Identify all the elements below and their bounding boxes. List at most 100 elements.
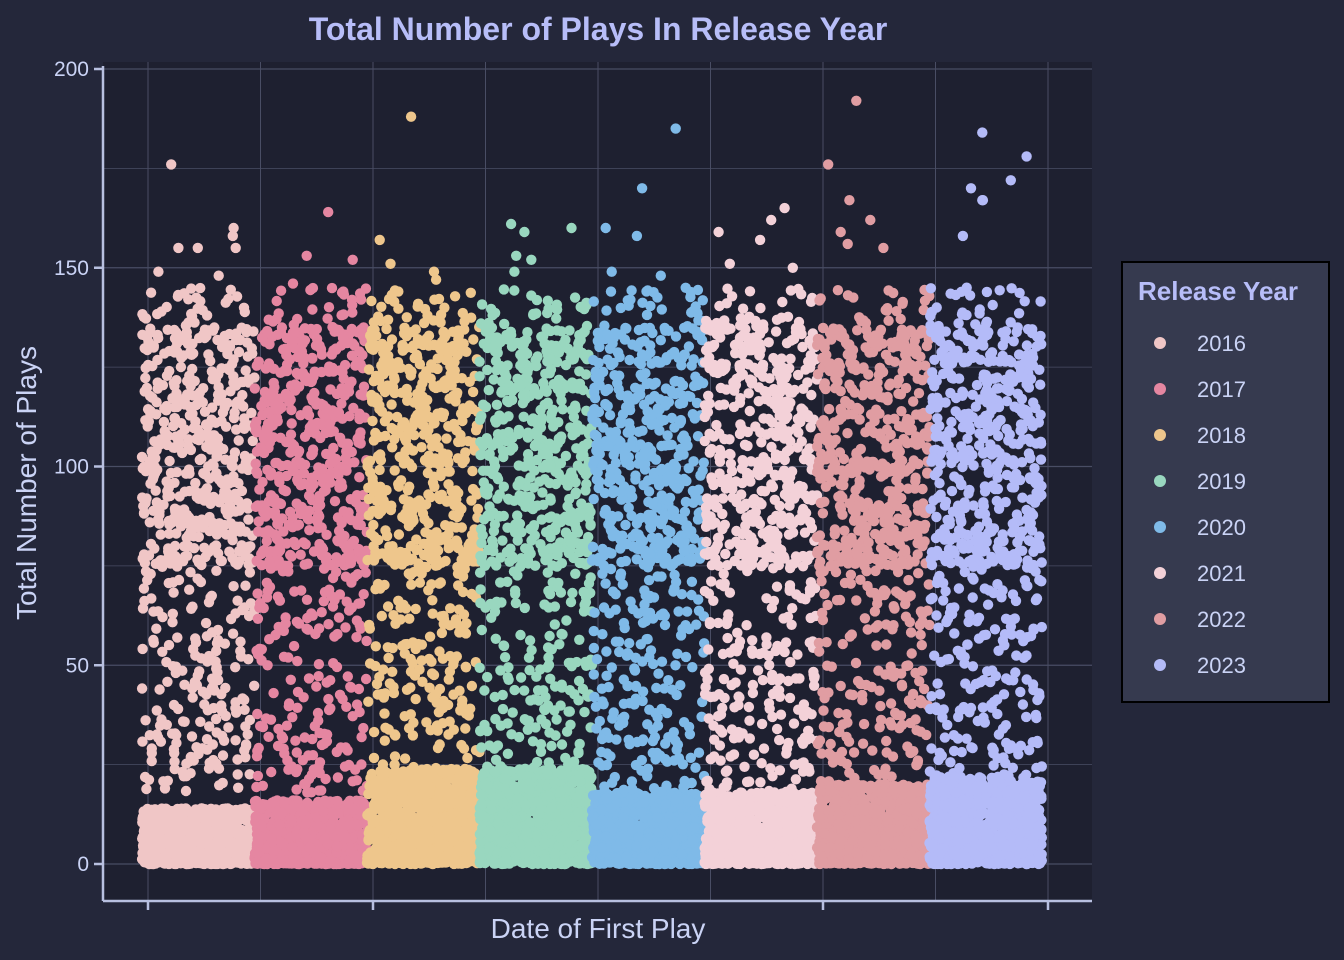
data-point — [210, 469, 221, 481]
data-point — [339, 359, 351, 371]
data-point — [218, 735, 230, 746]
data-point — [323, 693, 334, 705]
data-point — [301, 594, 313, 605]
data-point — [251, 466, 262, 477]
data-point — [363, 364, 375, 375]
data-point — [376, 360, 387, 371]
data-point — [188, 810, 199, 821]
data-point — [153, 606, 164, 617]
data-point — [347, 307, 358, 318]
data-point — [199, 468, 210, 480]
data-point — [354, 706, 365, 718]
data-point — [387, 442, 398, 453]
data-point — [148, 449, 159, 461]
data-point — [292, 655, 303, 667]
data-point — [383, 652, 394, 664]
data-point — [404, 481, 415, 492]
data-point — [188, 531, 199, 542]
data-point — [316, 785, 327, 796]
data-point — [151, 705, 162, 716]
data-point — [303, 490, 315, 501]
data-point — [403, 779, 414, 790]
data-point — [232, 559, 243, 570]
data-point — [419, 513, 430, 525]
data-point — [198, 383, 209, 394]
data-point — [330, 324, 341, 335]
chart-title: Total Number of Plays In Release Year — [309, 11, 888, 47]
data-point — [372, 504, 384, 516]
data-point — [290, 735, 301, 746]
data-point — [151, 729, 163, 740]
data-point — [233, 782, 244, 793]
data-point — [274, 476, 285, 488]
data-point — [430, 762, 442, 774]
data-point — [203, 763, 215, 774]
data-point — [472, 503, 484, 515]
data-point — [419, 787, 430, 798]
data-point — [297, 338, 308, 349]
data-point — [364, 455, 376, 466]
data-point — [398, 858, 409, 870]
data-point — [378, 764, 389, 775]
data-point — [432, 720, 443, 731]
data-point — [149, 804, 161, 815]
data-point — [140, 715, 151, 726]
data-point — [307, 448, 318, 459]
data-point — [453, 436, 464, 448]
data-point — [425, 529, 436, 540]
data-point — [438, 839, 449, 851]
data-point — [256, 655, 267, 666]
data-point — [389, 296, 400, 307]
data-point — [190, 637, 202, 648]
data-point — [346, 376, 357, 387]
data-point — [299, 431, 311, 442]
data-point — [456, 503, 467, 515]
data-point — [405, 111, 417, 122]
data-point — [419, 303, 431, 315]
data-point — [426, 441, 438, 452]
data-point — [400, 639, 411, 650]
data-point — [136, 683, 148, 694]
data-point — [457, 457, 468, 469]
data-point — [223, 293, 234, 305]
data-point — [449, 494, 460, 505]
data-point — [427, 608, 438, 619]
data-point — [374, 400, 385, 411]
data-point — [426, 668, 438, 679]
data-point — [167, 608, 178, 619]
data-point — [277, 733, 289, 744]
data-point — [228, 453, 239, 465]
data-point — [297, 367, 308, 378]
data-point — [158, 416, 170, 428]
data-point — [310, 340, 322, 351]
data-point — [338, 286, 349, 297]
data-point — [333, 612, 345, 623]
data-point — [453, 580, 464, 591]
data-point — [309, 721, 320, 732]
data-point — [371, 678, 383, 690]
data-point — [368, 376, 379, 387]
data-point — [384, 541, 395, 552]
data-point — [446, 818, 457, 829]
data-point — [419, 837, 430, 849]
data-point — [451, 618, 462, 629]
data-point — [312, 707, 324, 719]
data-point — [206, 683, 218, 694]
data-point — [355, 519, 366, 531]
data-point — [293, 447, 304, 458]
data-point — [220, 682, 231, 694]
data-point — [465, 287, 476, 298]
data-point — [427, 362, 439, 373]
data-point — [263, 525, 274, 536]
data-point — [375, 481, 386, 492]
data-point — [407, 730, 419, 741]
data-point — [176, 809, 188, 820]
data-point — [376, 301, 387, 312]
data-point — [232, 769, 243, 780]
data-point — [287, 841, 298, 853]
data-point — [192, 670, 203, 681]
data-point — [375, 315, 386, 327]
data-point — [216, 555, 227, 567]
data-point — [154, 684, 165, 695]
data-point — [332, 772, 344, 783]
